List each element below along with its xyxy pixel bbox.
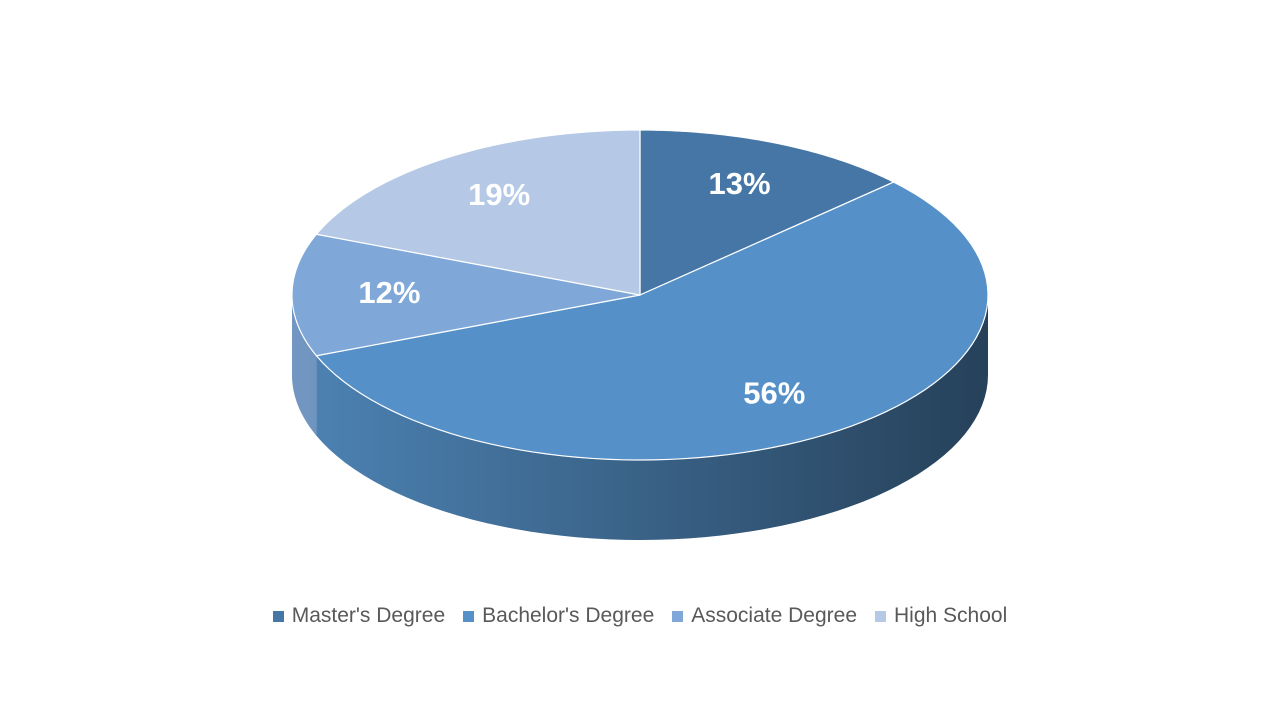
legend-swatch	[672, 610, 684, 622]
data-label: 13%	[708, 166, 770, 201]
legend-label: Master's Degree	[291, 604, 446, 627]
pie-side	[316, 295, 989, 540]
legend-item: Master's Degree	[272, 604, 446, 628]
data-label: 12%	[358, 275, 420, 310]
data-label: 56%	[743, 375, 805, 410]
pie-slice	[315, 181, 989, 461]
pie-side	[292, 295, 317, 436]
legend: Master's Degree Bachelor's Degree Associat…	[0, 604, 1280, 628]
legend-swatch	[272, 610, 284, 622]
legend-item: High School	[875, 604, 1007, 628]
legend-item: Bachelor's Degree	[463, 604, 654, 628]
legend-item: Associate Degree	[672, 604, 857, 628]
data-label: 19%	[468, 177, 530, 212]
pie-slice	[291, 233, 641, 357]
legend-swatch	[875, 610, 887, 622]
pie-slice	[639, 129, 896, 296]
pie-slice	[315, 129, 641, 296]
legend-label: High School	[894, 604, 1008, 627]
legend-label: Bachelor's Degree	[482, 604, 655, 627]
legend-label: Associate Degree	[691, 604, 858, 627]
legend-swatch	[463, 610, 475, 622]
